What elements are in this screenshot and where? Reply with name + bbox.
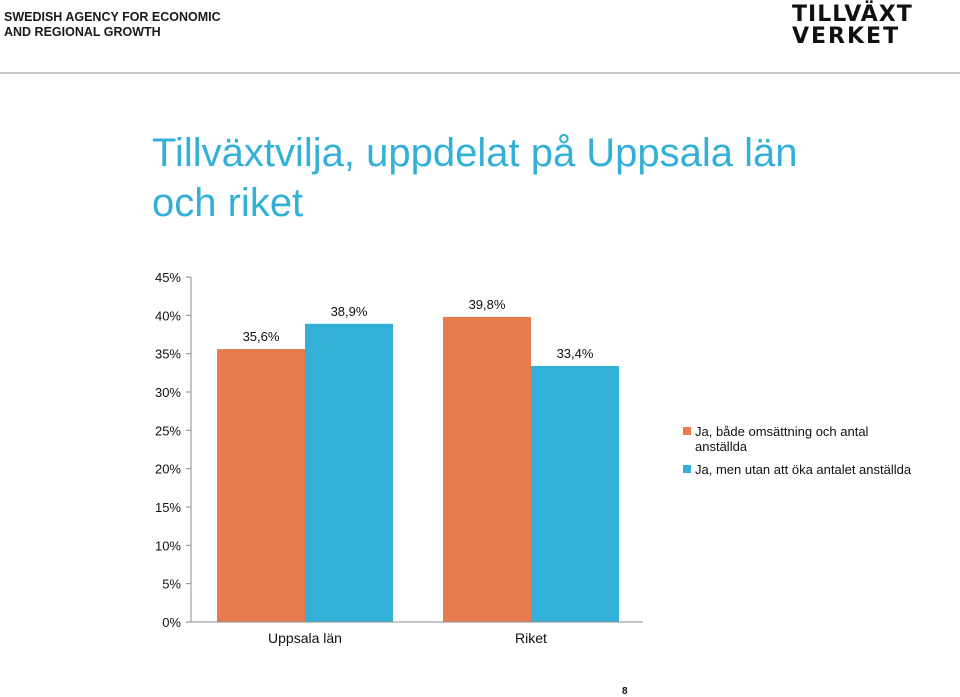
y-tick-label: 40% — [155, 308, 181, 323]
logo-line1: TILLVÄXT — [792, 2, 913, 27]
agency-name-line2: AND REGIONAL GROWTH — [4, 25, 161, 39]
header-divider — [0, 72, 960, 74]
bar-labels: 35,6% 39,8% 38,9% 33,4% — [243, 297, 594, 361]
tillvaxtverket-logo: TILLVÄXT VERKET — [792, 4, 916, 50]
x-category-label: Uppsala län — [268, 630, 342, 646]
page-number: 8 — [622, 686, 628, 697]
bar — [217, 349, 305, 622]
bar-value-label: 38,9% — [331, 304, 368, 319]
legend-swatch-series-2 — [683, 465, 691, 473]
page-title: Tillväxtvilja, uppdelat på Uppsala län o… — [152, 131, 798, 225]
y-tick-label: 30% — [155, 385, 181, 400]
y-tick-label: 45% — [155, 270, 181, 285]
legend-item-series-2: Ja, men utan att öka antalet anställda — [683, 462, 913, 477]
logo-line2: VERKET — [792, 24, 901, 49]
y-tick-label: 15% — [155, 500, 181, 515]
bar — [443, 316, 531, 622]
y-tick-label: 5% — [162, 577, 181, 592]
x-axis: Uppsala län Riket — [191, 621, 643, 646]
bar-value-label: 39,8% — [469, 297, 506, 312]
bar-value-label: 33,4% — [557, 346, 594, 361]
y-tick-label: 20% — [155, 462, 181, 477]
legend-item-series-1: Ja, både omsättning och antal anställda — [683, 424, 913, 454]
bar — [305, 323, 393, 622]
legend-label-series-2: Ja, men utan att öka antalet anställda — [695, 462, 912, 477]
y-tick-label: 0% — [162, 615, 181, 630]
y-tick-label: 25% — [155, 423, 181, 438]
bar-value-label: 35,6% — [243, 329, 280, 344]
y-tick-label: 10% — [155, 538, 181, 553]
bar — [531, 365, 619, 622]
legend-label-series-1: Ja, både omsättning och antal anställda — [695, 424, 869, 454]
agency-name-line1: SWEDISH AGENCY FOR ECONOMIC — [4, 10, 221, 24]
y-tick-label: 35% — [155, 347, 181, 362]
y-axis: 0% 5% 10% 15% 20% 25% 30% 35% 40% 45% — [155, 270, 192, 630]
x-category-label: Riket — [515, 630, 547, 646]
bars — [217, 316, 619, 622]
legend-swatch-series-1 — [683, 427, 691, 435]
legend: Ja, både omsättning och antal anställda … — [683, 424, 913, 485]
agency-name: SWEDISH AGENCY FOR ECONOMIC AND REGIONAL… — [4, 10, 221, 40]
